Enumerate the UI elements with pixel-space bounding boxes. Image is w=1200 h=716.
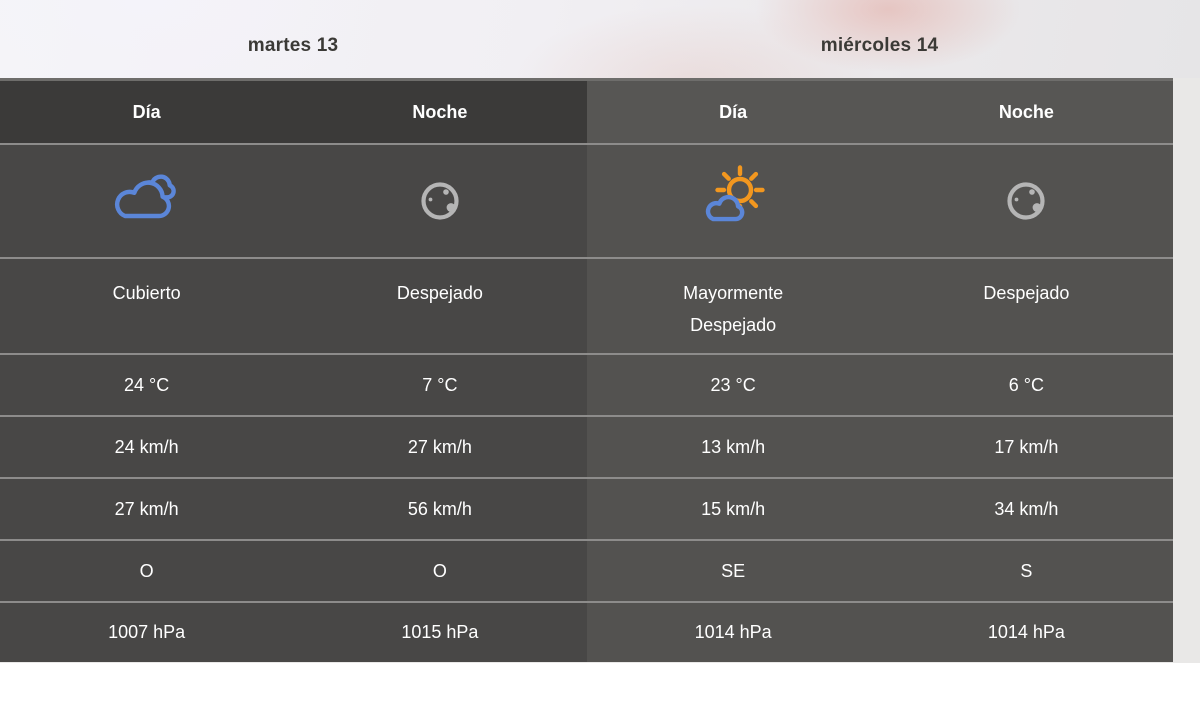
condition-label: Cubierto xyxy=(112,283,181,303)
wind-gust-value: 27 km/h xyxy=(0,477,294,539)
wind-speed-row: 24 km/h 27 km/h 13 km/h 17 km/h xyxy=(0,415,1173,477)
moon-icon xyxy=(421,182,459,220)
wind-direction-row: O O SE S xyxy=(0,539,1173,601)
header-martes-noche: Noche xyxy=(293,81,587,143)
pressure-value: 1014 hPa xyxy=(879,601,1173,662)
wind-gust-value: 56 km/h xyxy=(293,477,587,539)
condition-icon-row xyxy=(0,143,1173,257)
wind-gust-row: 27 km/h 56 km/h 15 km/h 34 km/h xyxy=(0,477,1173,539)
header-miercoles-noche: Noche xyxy=(879,81,1173,143)
moon-clear-night-icon xyxy=(293,143,587,257)
condition-martes-dia: Cubierto xyxy=(0,257,294,353)
period-header-row: Día Noche Día Noche xyxy=(0,81,1173,143)
moon-clear-night-icon xyxy=(879,143,1173,257)
temperature-value: 23 °C xyxy=(586,353,880,415)
temperature-value: 24 °C xyxy=(0,353,294,415)
pressure-row: 1007 hPa 1015 hPa 1014 hPa 1014 hPa xyxy=(0,601,1173,662)
table-band: Día Noche Día Noche xyxy=(0,78,1200,663)
condition-label: Mayormente Despejado xyxy=(683,283,784,336)
temperature-value: 6 °C xyxy=(879,353,1173,415)
pressure-value: 1015 hPa xyxy=(293,601,587,662)
pressure-value: 1014 hPa xyxy=(586,601,880,662)
clouds-overcast-icon xyxy=(0,143,294,257)
day-labels-bar: martes 13 miércoles 14 xyxy=(0,0,1200,78)
temperature-row: 24 °C 7 °C 23 °C 6 °C xyxy=(0,353,1173,415)
condition-label: Despejado xyxy=(983,283,1070,303)
clouds-overcast-icon xyxy=(105,172,189,230)
header-martes-dia: Día xyxy=(0,81,294,143)
condition-miercoles-noche: Despejado xyxy=(879,257,1173,353)
temperature-value: 7 °C xyxy=(293,353,587,415)
header-miercoles-dia: Día xyxy=(586,81,880,143)
wind-speed-value: 13 km/h xyxy=(586,415,880,477)
condition-miercoles-dia: Mayormente Despejado xyxy=(586,257,880,353)
wind-speed-value: 17 km/h xyxy=(879,415,1173,477)
day-label-miercoles: miércoles 14 xyxy=(820,35,939,56)
condition-martes-noche: Despejado xyxy=(293,257,587,353)
condition-text-row: Cubierto Despejado Mayormente Despejado … xyxy=(0,257,1173,353)
wind-direction-value: O xyxy=(0,539,294,601)
wind-speed-value: 24 km/h xyxy=(0,415,294,477)
sun-behind-cloud-icon xyxy=(586,143,880,257)
pressure-value: 1007 hPa xyxy=(0,601,294,662)
wind-speed-value: 27 km/h xyxy=(293,415,587,477)
day-label-martes: martes 13 xyxy=(247,35,339,56)
moon-icon xyxy=(1007,182,1045,220)
wind-gust-value: 15 km/h xyxy=(586,477,880,539)
wind-gust-value: 34 km/h xyxy=(879,477,1173,539)
forecast-table: Día Noche Día Noche xyxy=(0,78,1173,662)
condition-label: Despejado xyxy=(396,283,483,303)
wind-direction-value: S xyxy=(879,539,1173,601)
sun-behind-cloud-icon xyxy=(691,165,765,238)
wind-direction-value: O xyxy=(293,539,587,601)
wind-direction-value: SE xyxy=(586,539,880,601)
